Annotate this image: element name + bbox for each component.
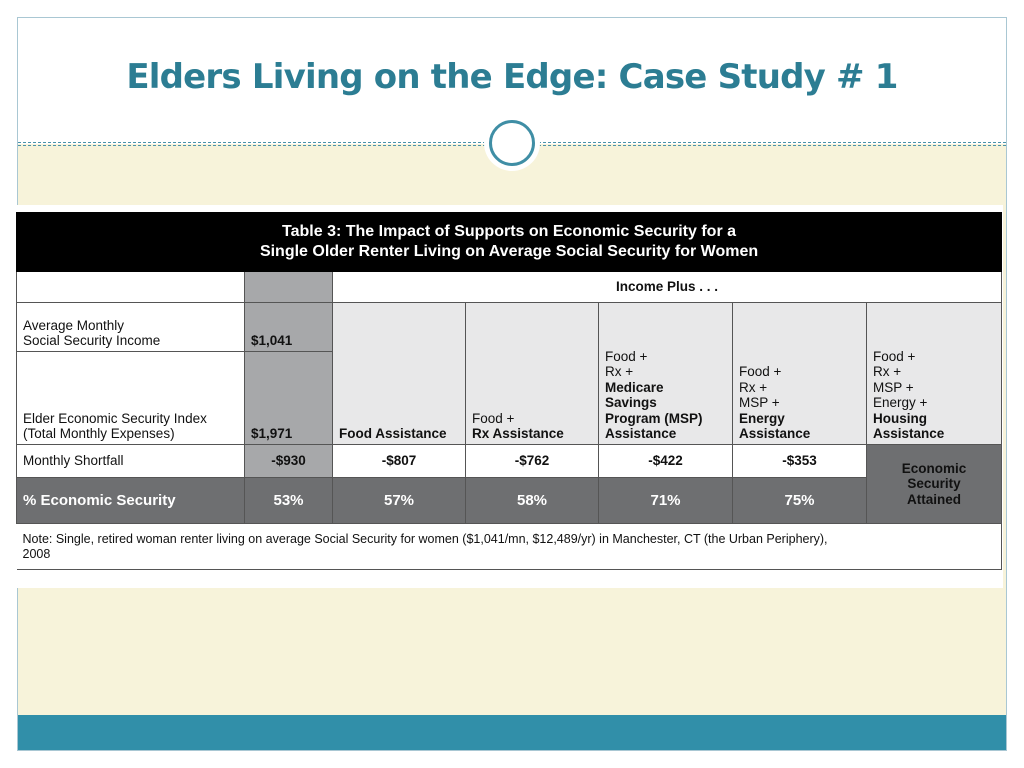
- support-cell: Food + Rx + MSP + Energy Assistance: [732, 302, 867, 445]
- divider-circle-icon: [489, 120, 535, 166]
- shortfall-value: -$930: [244, 444, 333, 478]
- shortfall-label: Monthly Shortfall: [16, 444, 245, 478]
- index-label: Elder Economic Security Index (Total Mon…: [16, 351, 245, 445]
- support-line-bold: Housing: [873, 410, 927, 426]
- support-line: MSP +: [873, 379, 914, 395]
- support-line: Food +: [472, 410, 515, 426]
- header-gray-cell: [244, 271, 333, 303]
- support-cell: Food Assistance: [332, 302, 466, 445]
- income-label: Average Monthly Social Security Income: [16, 302, 245, 352]
- shortfall-energy: -$353: [732, 444, 867, 478]
- support-line-bold: Food Assistance: [339, 426, 447, 442]
- pct-value: 53%: [244, 477, 333, 524]
- income-plus-header: Income Plus . . .: [331, 271, 1003, 303]
- support-cell: Food + Rx + Medicare Savings Program (MSP) As…: [598, 302, 733, 445]
- support-line-bold: Assistance: [605, 426, 677, 442]
- shortfall-food: -$807: [332, 444, 466, 478]
- table-header-row: Income Plus . . .: [16, 271, 1003, 303]
- support-cell: Food + Rx + MSP + Energy + Housing Assistance: [865, 302, 1003, 445]
- support-line: Rx +: [739, 379, 768, 395]
- index-row: Elder Economic Security Index (Total Mon…: [16, 351, 1002, 445]
- pct-label: % Economic Security: [16, 477, 245, 524]
- support-line-bold: Program (MSP): [605, 410, 703, 426]
- pct-food: 57%: [332, 477, 466, 524]
- shortfall-row: Monthly Shortfall -$930 -$807 -$762 -$42…: [16, 444, 1003, 524]
- support-line: Food +: [873, 348, 916, 364]
- footer-bar: [18, 715, 1006, 750]
- slide-title: Elders Living on the Edge: Case Study # …: [126, 57, 898, 97]
- support-line-bold: Assistance: [873, 426, 945, 442]
- pct-energy: 75%: [732, 477, 867, 524]
- support-line-bold: Medicare: [605, 379, 664, 395]
- support-line-bold: Assistance: [739, 426, 811, 442]
- support-line-bold: Rx Assistance: [472, 426, 564, 442]
- economic-security-table: Table 3: The Impact of Supports on Econo…: [15, 212, 1003, 570]
- economic-security-attained: Economic Security Attained: [865, 444, 1003, 524]
- income-value: $1,041: [244, 302, 333, 352]
- support-line: Rx +: [873, 364, 902, 380]
- pct-rx: 58%: [465, 477, 599, 524]
- support-line-bold: Savings: [605, 395, 657, 411]
- header-empty-cell: [16, 271, 245, 303]
- shortfall-rx: -$762: [465, 444, 599, 478]
- pct-msp: 71%: [598, 477, 733, 524]
- support-line: MSP +: [739, 395, 780, 411]
- index-value: $1,971: [244, 351, 333, 445]
- shortfall-msp: -$422: [598, 444, 733, 478]
- table-note: Note: Single, retired woman renter livin…: [16, 523, 1003, 570]
- table-title-row: Table 3: The Impact of Supports on Econo…: [15, 212, 1003, 272]
- support-line: Energy +: [873, 395, 928, 411]
- pct-row: % Economic Security 53% 57% 58% 71% 75%: [16, 477, 1002, 524]
- income-row: Average Monthly Social Security Income $…: [16, 302, 1003, 445]
- support-line: Food +: [605, 348, 648, 364]
- support-cell: Food + Rx Assistance: [465, 302, 599, 445]
- table-title: Table 3: The Impact of Supports on Econo…: [15, 212, 1003, 272]
- support-line: Food +: [739, 364, 782, 380]
- economic-security-table-image: Table 3: The Impact of Supports on Econo…: [13, 205, 1003, 588]
- note-row: Note: Single, retired woman renter livin…: [16, 523, 1003, 570]
- support-line-bold: Energy: [739, 410, 785, 426]
- support-line: Rx +: [605, 364, 634, 380]
